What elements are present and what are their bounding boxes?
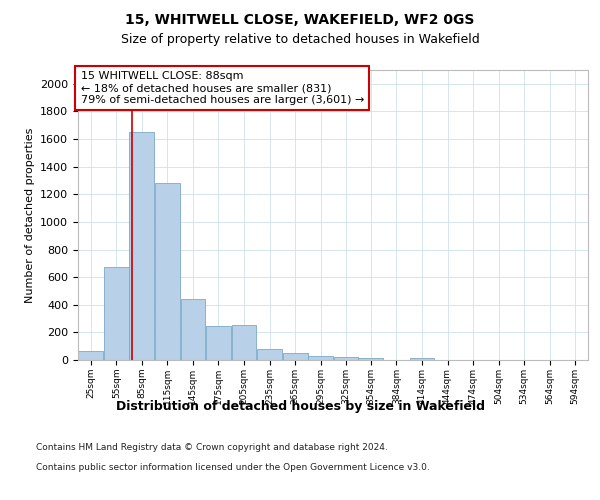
Bar <box>283 353 308 360</box>
Bar <box>308 356 333 360</box>
Bar <box>206 326 231 360</box>
Bar <box>358 358 383 360</box>
Bar <box>410 358 434 360</box>
Bar <box>232 326 256 360</box>
Text: 15, WHITWELL CLOSE, WAKEFIELD, WF2 0GS: 15, WHITWELL CLOSE, WAKEFIELD, WF2 0GS <box>125 12 475 26</box>
Text: Contains HM Land Registry data © Crown copyright and database right 2024.: Contains HM Land Registry data © Crown c… <box>36 442 388 452</box>
Bar <box>334 357 358 360</box>
Bar <box>104 268 129 360</box>
Text: Distribution of detached houses by size in Wakefield: Distribution of detached houses by size … <box>115 400 485 413</box>
Bar <box>155 182 180 360</box>
Bar <box>130 132 154 360</box>
Text: 15 WHITWELL CLOSE: 88sqm
← 18% of detached houses are smaller (831)
79% of semi-: 15 WHITWELL CLOSE: 88sqm ← 18% of detach… <box>80 72 364 104</box>
Text: Contains public sector information licensed under the Open Government Licence v3: Contains public sector information licen… <box>36 462 430 471</box>
Bar <box>79 350 103 360</box>
Bar <box>181 298 205 360</box>
Text: Size of property relative to detached houses in Wakefield: Size of property relative to detached ho… <box>121 32 479 46</box>
Y-axis label: Number of detached properties: Number of detached properties <box>25 128 35 302</box>
Bar <box>257 349 282 360</box>
